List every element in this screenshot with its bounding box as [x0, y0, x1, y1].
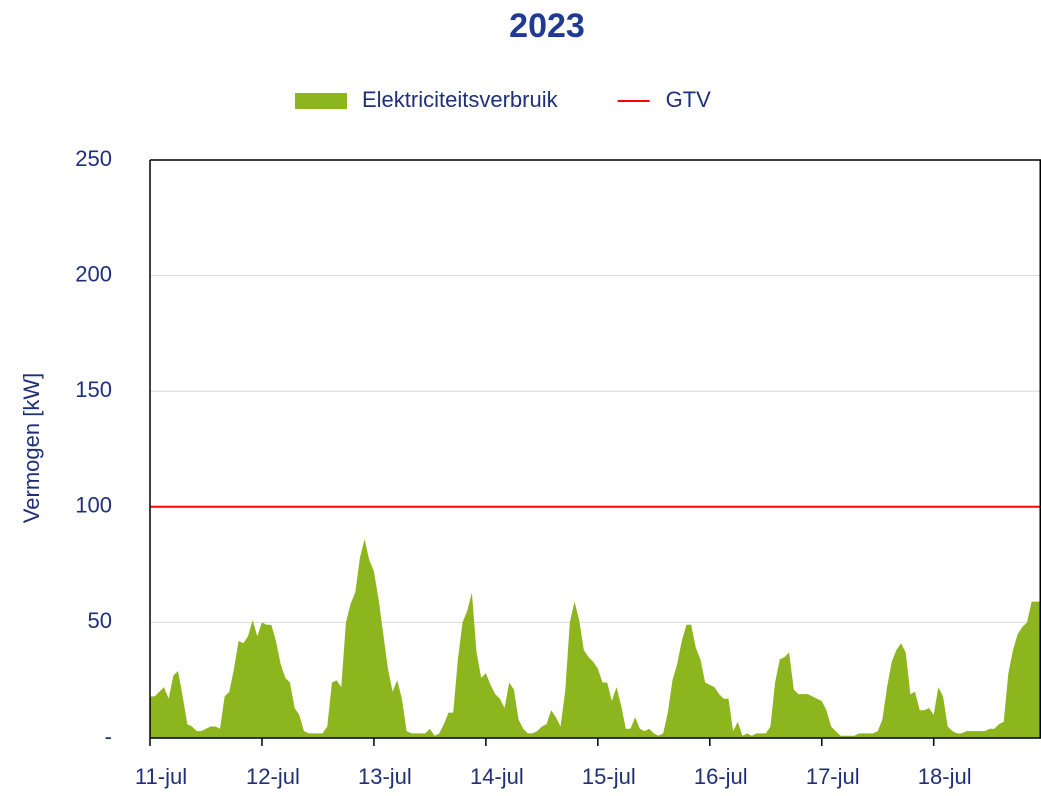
y-tick-label: 250 [75, 146, 112, 171]
x-tick-label: 16-jul [694, 764, 748, 789]
x-tick-label: 17-jul [806, 764, 860, 789]
legend-swatch [295, 93, 347, 109]
x-tick-label: 14-jul [470, 764, 524, 789]
legend-label: Elektriciteitsverbruik [362, 87, 559, 112]
y-tick-label: - [105, 724, 112, 749]
x-tick-label: 13-jul [358, 764, 412, 789]
chart-title: 2023 [509, 7, 585, 45]
area [150, 539, 1041, 738]
x-tick-label: 11-jul [135, 764, 187, 789]
y-tick-label: 100 [75, 493, 112, 518]
legend-label: GTV [666, 87, 712, 112]
y-tick-label: 150 [75, 377, 112, 402]
x-tick-label: 18-jul [918, 764, 972, 789]
y-axis-title: Vermogen [kW] [19, 373, 44, 523]
x-tick-label: 15-jul [582, 764, 636, 789]
y-tick-label: 200 [75, 261, 112, 286]
x-tick-label: 12-jul [246, 764, 300, 789]
y-tick-label: 50 [88, 608, 112, 633]
